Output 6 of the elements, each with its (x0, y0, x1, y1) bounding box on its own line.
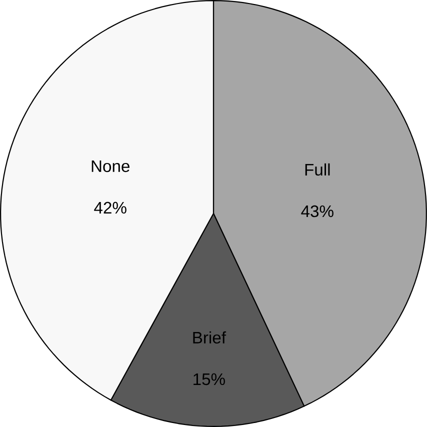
data-label: 42% (94, 202, 126, 214)
slice-label: Brief (193, 331, 226, 344)
slice-label: None (92, 160, 130, 172)
data-label: 43% (301, 205, 334, 218)
data-label: 15% (194, 373, 225, 386)
slice-label: Full (305, 163, 330, 176)
